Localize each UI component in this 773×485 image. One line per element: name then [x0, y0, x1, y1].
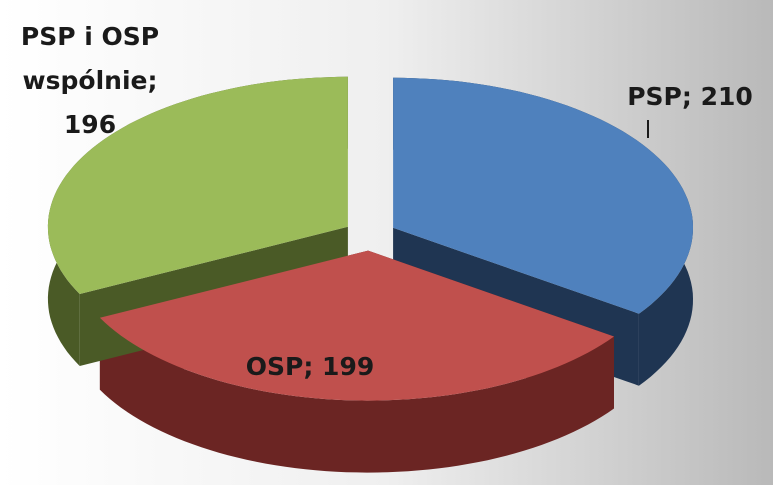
slice-outer-wall: [99, 317, 614, 473]
data-label: OSP; 199: [245, 352, 375, 381]
data-label: PSP; 210: [627, 82, 753, 111]
slice: [47, 76, 348, 294]
slice-tops: [47, 76, 693, 401]
slice: [393, 77, 693, 314]
slice: [99, 250, 614, 401]
data-label: PSP i OSP wspólnie; 196: [20, 22, 160, 139]
